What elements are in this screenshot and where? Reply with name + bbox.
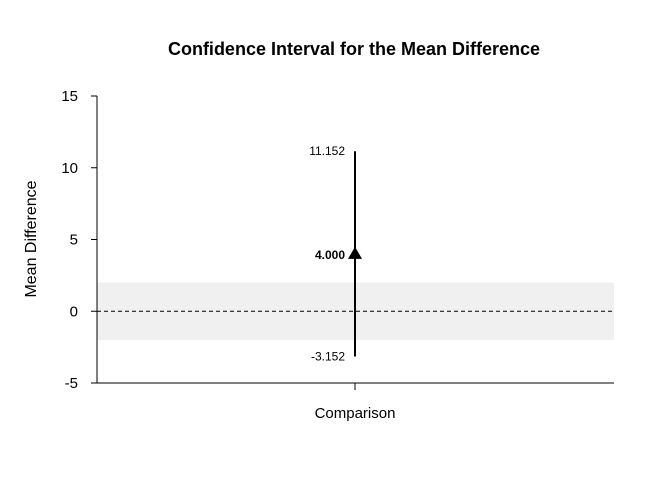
estimate-label: 4.000 [315, 248, 345, 262]
y-tick-label: 5 [70, 232, 78, 249]
y-axis-ticks: -5 0 5 10 15 [61, 88, 97, 392]
estimate-triangle-marker [348, 246, 362, 259]
y-tick-label: 15 [61, 88, 78, 105]
upper-bound-label: 11.152 [309, 144, 345, 158]
y-tick-label: -5 [65, 375, 78, 392]
chart-title: Confidence Interval for the Mean Differe… [168, 39, 540, 59]
y-tick-label: 0 [70, 303, 78, 320]
y-axis-label: Mean Difference [23, 180, 40, 297]
y-tick-label: 10 [61, 160, 78, 177]
lower-bound-label: -3.152 [311, 349, 345, 363]
x-category-label: Comparison [315, 405, 396, 422]
